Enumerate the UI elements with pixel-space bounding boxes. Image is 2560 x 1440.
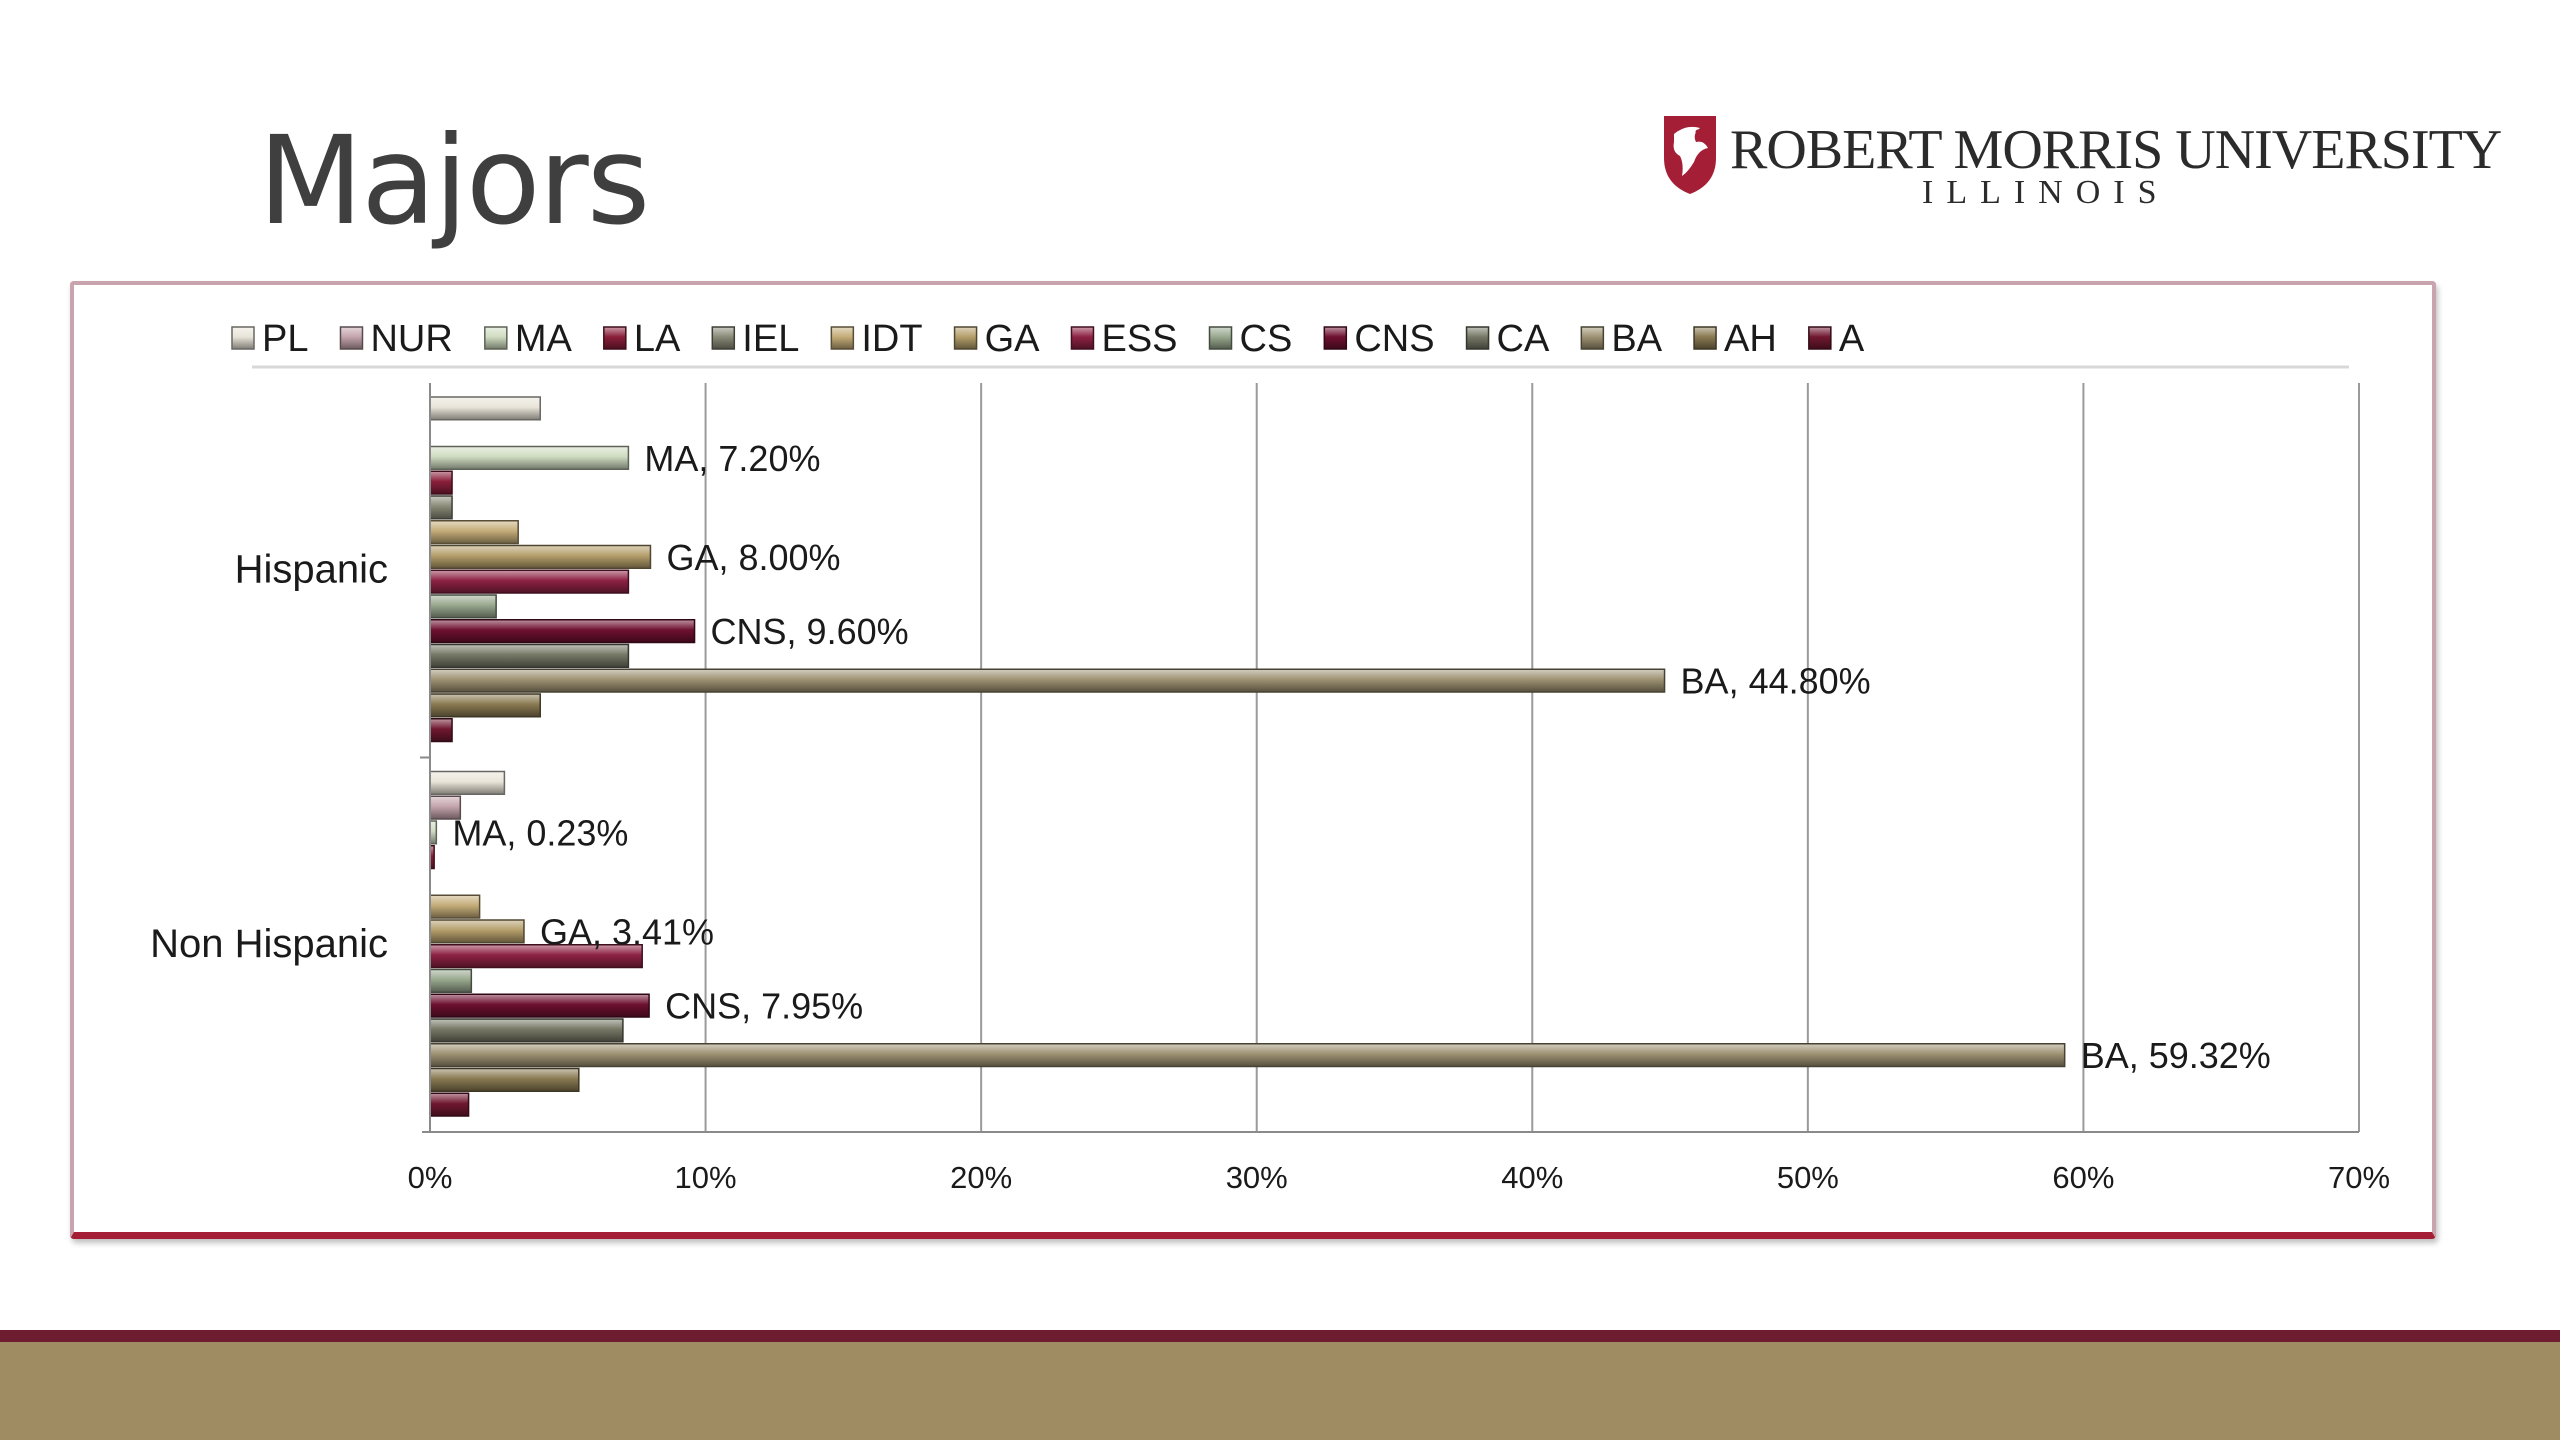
data-label: MA, 7.20% — [644, 438, 820, 479]
data-label: GA, 3.41% — [540, 911, 714, 952]
data-label: MA, 0.23% — [452, 812, 628, 853]
legend-item-ma: MA — [484, 318, 573, 360]
data-labels-layer: MA, 7.20% GA, 8.00% CNS, 9.60% BA, 44.80% MA… — [452, 438, 2270, 1076]
bar-a-hispanic — [429, 718, 453, 743]
legend-swatch — [1580, 326, 1605, 350]
legend-swatch — [1693, 326, 1717, 350]
legend-label: CNS — [1354, 318, 1434, 360]
legend-swatch — [711, 326, 736, 350]
legend-item-pl: PL — [231, 318, 308, 360]
data-label: BA, 44.80% — [1681, 661, 1871, 702]
bar-pl-hispanic — [429, 396, 541, 421]
legend-item-cs: CS — [1208, 318, 1293, 360]
legend-label: GA — [985, 318, 1041, 360]
legend-swatch — [1323, 326, 1348, 350]
grid-layer — [704, 383, 2360, 1132]
bar-a-non-hispanic — [429, 1092, 470, 1117]
bar-ah-non-hispanic — [429, 1067, 580, 1092]
bar-cs-non-hispanic — [429, 968, 473, 993]
legend-item-cns: CNS — [1323, 318, 1435, 360]
legend-label: ESS — [1101, 318, 1177, 360]
bar-idt-hispanic — [429, 520, 519, 545]
legend-label: BA — [1611, 318, 1662, 360]
legend-swatch — [1808, 326, 1832, 350]
bar-cs-hispanic — [429, 594, 497, 619]
x-tick-label: 20% — [950, 1160, 1012, 1195]
data-label: BA, 59.32% — [2081, 1035, 2271, 1076]
data-label: GA, 8.00% — [666, 537, 840, 578]
legend-label: CS — [1240, 318, 1293, 360]
bar-ca-non-hispanic — [429, 1018, 624, 1043]
chart-frame: PL NUR MA LA IEL IDT GA ESS CS CNS CA BA AH A MA, 7.2… — [70, 281, 2436, 1239]
legend-item-ba: BA — [1580, 318, 1663, 360]
bar-cns-hispanic — [429, 619, 696, 644]
bars-layer — [429, 396, 2066, 1117]
bar-cns-non-hispanic — [429, 993, 650, 1018]
legend-label: NUR — [370, 318, 452, 360]
bar-pl-non-hispanic — [429, 770, 506, 795]
x-tick-label: 70% — [2328, 1160, 2390, 1195]
footer-band — [0, 1342, 2560, 1440]
category-label: Non Hispanic — [150, 922, 388, 966]
x-tick-label: 10% — [675, 1160, 737, 1195]
logo-university-name: ROBERT MORRIS UNIVERSITY — [1730, 119, 2502, 181]
legend-label: IEL — [742, 318, 799, 360]
legend-item-nur: NUR — [339, 318, 453, 360]
legend-swatch — [953, 326, 978, 350]
legend-swatch — [1070, 326, 1095, 350]
slide-title: Majors — [258, 110, 650, 252]
bar-ca-hispanic — [429, 643, 630, 668]
legend-item-ga: GA — [953, 318, 1041, 360]
legend-swatch — [231, 326, 255, 350]
legend-label: PL — [262, 318, 308, 360]
majors-bar-chart: PL NUR MA LA IEL IDT GA ESS CS CNS CA BA AH A MA, 7.2… — [150, 318, 2390, 1195]
bar-iel-hispanic — [429, 495, 453, 520]
legend-label: MA — [515, 318, 573, 360]
logo-subtitle: ILLINOIS — [1922, 174, 2170, 211]
legend-label: IDT — [861, 318, 922, 360]
x-tick-label: 0% — [408, 1160, 453, 1195]
axis-layer: 0% 10% 20% 30% 40% 50% 60% 70% Hispanic Non Hispa… — [150, 383, 2390, 1195]
legend-swatch — [339, 326, 364, 350]
legend-item-a: A — [1808, 318, 1865, 360]
x-tick-label: 50% — [1777, 1160, 1839, 1195]
x-tick-label: 60% — [2052, 1160, 2114, 1195]
eagle-shield-icon — [1664, 116, 1716, 194]
legend-label: A — [1839, 318, 1865, 360]
legend-swatch — [484, 326, 508, 350]
legend-label: CA — [1497, 318, 1550, 360]
legend-swatch — [830, 326, 855, 350]
bar-ga-hispanic — [429, 544, 652, 569]
bar-ga-non-hispanic — [429, 919, 525, 944]
bar-ba-non-hispanic — [429, 1043, 2066, 1068]
bar-la-hispanic — [429, 470, 453, 495]
footer-accent-line — [0, 1330, 2560, 1342]
bar-ess-hispanic — [429, 569, 630, 594]
bar-ba-hispanic — [429, 668, 1666, 693]
legend-item-iel: IEL — [711, 318, 799, 360]
bar-ma-hispanic — [429, 445, 630, 470]
legend-item-ess: ESS — [1070, 318, 1178, 360]
legend-label: LA — [634, 318, 681, 360]
legend-swatch — [603, 326, 627, 350]
legend-item-idt: IDT — [830, 318, 923, 360]
legend-item-la: LA — [603, 318, 681, 360]
legend-item-ah: AH — [1693, 318, 1777, 360]
legend: PL NUR MA LA IEL IDT GA ESS CS CNS CA BA AH A — [231, 318, 2349, 369]
bar-idt-non-hispanic — [429, 894, 481, 919]
x-tick-label: 40% — [1501, 1160, 1563, 1195]
legend-swatch — [1208, 326, 1233, 350]
legend-swatch — [1465, 326, 1490, 350]
x-tick-label: 30% — [1226, 1160, 1288, 1195]
category-label: Hispanic — [235, 547, 388, 591]
university-logo: ROBERT MORRIS UNIVERSITY ILLINOIS — [1660, 110, 2502, 211]
legend-item-ca: CA — [1465, 318, 1550, 360]
legend-label: AH — [1724, 318, 1777, 360]
data-label: CNS, 7.95% — [665, 986, 863, 1027]
data-label: CNS, 9.60% — [711, 611, 909, 652]
bar-ah-hispanic — [429, 693, 541, 718]
